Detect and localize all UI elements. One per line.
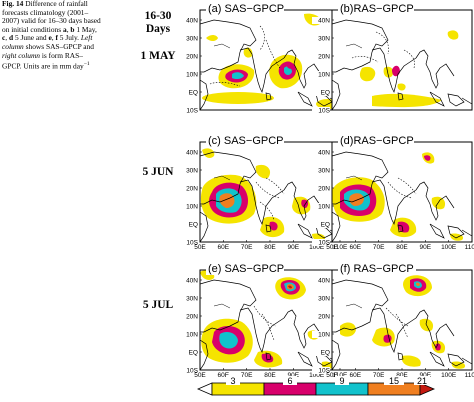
colorbar-label-9: 9 — [339, 376, 344, 386]
lat-tick-label: 10N — [318, 332, 330, 339]
colorbar-label-21: 21 — [417, 376, 427, 386]
panel-d — [331, 141, 473, 243]
panel-titles: (a) SAS−GPCP (b)RAS−GPCP (c) SAS−GPCP (d… — [206, 2, 416, 275]
lat-tick-label: 40N — [318, 18, 330, 25]
lat-tick-label: 20N — [186, 54, 198, 61]
lat-tick-label: 40N — [318, 278, 330, 285]
lat-tick-label: 30N — [186, 168, 198, 175]
lat-tick-label: 10S — [186, 368, 198, 375]
lon-tick-label: 110E — [333, 244, 348, 251]
panel-c-title: (c) SAS−GPCP — [208, 135, 284, 147]
panel-f — [331, 269, 473, 371]
lat-tick-label: 10N — [186, 204, 198, 211]
lat-tick-label: EQ — [189, 350, 198, 357]
lat-tick-label: 10N — [318, 204, 330, 211]
lat-tick-label: 10S — [318, 368, 330, 375]
lon-tick-label: 90E — [288, 372, 300, 379]
panel-d-title: (d)RAS−GPCP — [340, 135, 414, 147]
lon-tick-label: 80E — [396, 372, 408, 379]
lon-tick-label: 90E — [288, 244, 300, 251]
lon-tick-label: 110E — [465, 244, 474, 251]
lat-tick-label: 40N — [186, 278, 198, 285]
lat-tick-label: 10S — [186, 108, 198, 115]
lon-tick-label: 70E — [241, 372, 253, 379]
lon-tick-label: 80E — [264, 372, 276, 379]
lat-tick-label: 20N — [186, 314, 198, 321]
lat-tick-label: 30N — [318, 36, 330, 43]
lon-tick-label: 60E — [350, 372, 362, 379]
lat-tick-label: 40N — [318, 150, 330, 157]
panel-a-title: (a) SAS−GPCP — [208, 3, 284, 15]
lon-tick-label: 90E — [420, 244, 432, 251]
lon-tick-label: 60E — [218, 244, 230, 251]
lat-tick-label: 20N — [318, 54, 330, 61]
panel-e-title: (e) SAS−GPCP — [208, 263, 284, 275]
axis-labels: 40N 30N 20N 10N EQ 10S 40N 30N 20N 10N EQ 10S 40N 30N… — [180, 17, 474, 379]
lon-tick-label: 100E — [309, 244, 325, 251]
lat-tick-label: 30N — [318, 296, 330, 303]
lon-tick-label: 100E — [441, 244, 457, 251]
lat-tick-label: EQ — [321, 222, 330, 229]
colorbar: 3 6 9 15 21 — [196, 376, 436, 396]
lon-tick-label: 70E — [373, 372, 385, 379]
lon-tick-label: 50E — [326, 244, 338, 251]
row-label-jun: 5 JUN — [142, 166, 174, 178]
lon-tick-label: 100E — [441, 372, 457, 379]
lon-tick-label: 80E — [396, 244, 408, 251]
lat-tick-label: 20N — [186, 186, 198, 193]
lon-tick-label: 70E — [241, 244, 253, 251]
lat-tick-label: 10S — [318, 108, 330, 115]
lon-tick-label: 60E — [218, 372, 230, 379]
panel-b — [331, 9, 473, 111]
lat-tick-label: 10S — [186, 240, 198, 247]
lat-tick-label: 10N — [318, 72, 330, 79]
lat-tick-label: 10N — [186, 72, 198, 79]
colorbar-label-3: 3 — [230, 376, 235, 386]
lon-tick-label: 60E — [350, 244, 362, 251]
colorbar-label-15: 15 — [389, 376, 399, 386]
lat-tick-label: EQ — [189, 90, 198, 97]
lon-tick-label: 50E — [194, 372, 206, 379]
panel-c — [199, 141, 341, 243]
panel-f-title: (f) RAS−GPCP — [340, 263, 414, 275]
lat-tick-label: 10N — [186, 332, 198, 339]
lon-tick-label: 70E — [373, 244, 385, 251]
lat-tick-label: 40N — [186, 150, 198, 157]
lat-tick-label: 20N — [318, 186, 330, 193]
panel-b-title: (b)RAS−GPCP — [340, 3, 414, 15]
lon-tick-label: 110E — [465, 372, 474, 379]
lat-tick-label: 40N — [186, 18, 198, 25]
caption-fig-label: Fig. 14 — [2, 0, 24, 8]
lat-tick-label: 30N — [186, 296, 198, 303]
lat-tick-label: EQ — [189, 222, 198, 229]
lat-tick-label: 30N — [318, 168, 330, 175]
lon-tick-label: 90E — [420, 372, 432, 379]
lon-tick-label: 110E — [333, 372, 348, 379]
lat-tick-label: EQ — [321, 90, 330, 97]
figure-caption: Fig. 14 Difference of rainfall forecasts… — [2, 0, 101, 71]
lon-tick-label: 50E — [194, 244, 206, 251]
lat-tick-label: 20N — [318, 314, 330, 321]
row-label-may: 16-30 Days 1 MAY — [140, 10, 176, 62]
caption-text: Difference of rainfall forecasts climato… — [2, 0, 101, 34]
lon-tick-label: 100E — [309, 372, 325, 379]
colorbar-over-arrow — [419, 382, 436, 396]
colorbar-label-6: 6 — [287, 376, 292, 386]
colorbar-under-arrow — [196, 382, 213, 396]
lat-tick-label: 10S — [318, 240, 330, 247]
lat-tick-label: EQ — [321, 350, 330, 357]
lon-tick-label: 80E — [264, 244, 276, 251]
row-label-jul: 5 JUL — [142, 299, 174, 311]
lat-tick-label: 30N — [186, 36, 198, 43]
lon-tick-label: 50E — [326, 372, 338, 379]
